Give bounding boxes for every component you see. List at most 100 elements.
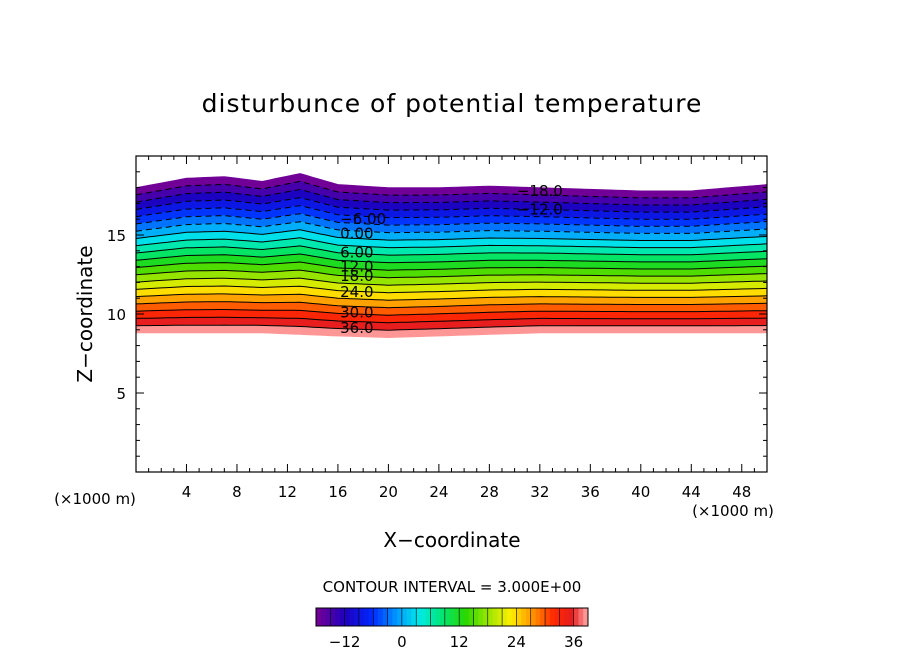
colorbar-cell [444, 608, 451, 626]
colorbar-cell [502, 608, 508, 626]
colorbar-cell [525, 608, 532, 626]
y-tick-label: 15 [107, 227, 126, 245]
colorbar-cell [568, 608, 575, 626]
x-unit-right: (×1000 m) [692, 502, 774, 520]
contour-line--6 [136, 213, 767, 227]
colorbar-cell [335, 608, 341, 626]
colorbar-cell [363, 608, 369, 626]
contour-line--3 [136, 221, 767, 234]
colorbar-cell [549, 608, 555, 626]
contour-label: 18.0 [340, 267, 373, 285]
x-tick-label: 28 [480, 483, 499, 501]
colorbar-cell [459, 608, 465, 626]
contour-line-18 [136, 277, 767, 286]
colorbar-cell [435, 608, 441, 626]
colorbar-cell [564, 608, 570, 626]
colorbar-cell [483, 608, 489, 626]
contour-line-15 [136, 269, 767, 279]
colorbar-cell [506, 608, 513, 626]
contour-label: 30.0 [340, 303, 373, 321]
contour-line-9 [136, 253, 767, 264]
colorbar-tick-label: −12 [329, 633, 361, 651]
colorbar-cell [325, 608, 331, 626]
colorbar-cell [354, 608, 360, 626]
colorbar-cell [339, 608, 346, 626]
contour-line-33 [136, 316, 767, 324]
colorbar-cell [487, 608, 493, 626]
colorbar-cell [545, 608, 551, 626]
colorbar-cell [554, 608, 560, 626]
contour-line--9 [136, 205, 767, 220]
x-tick-label: 44 [682, 483, 701, 501]
colorbar-tick-label: 36 [564, 633, 583, 651]
colorbar-cell [468, 608, 474, 626]
x-tick-label: 36 [581, 483, 600, 501]
colorbar-cell [397, 608, 403, 626]
contour-line-12 [136, 261, 767, 271]
x-tick-label: 24 [429, 483, 448, 501]
x-tick-label: 20 [379, 483, 398, 501]
colorbar-cell [530, 608, 536, 626]
colorbar-tick-label: 12 [450, 633, 469, 651]
colorbar-cell [449, 608, 455, 626]
colorbar-cell [416, 608, 422, 626]
contour-line-0 [136, 229, 767, 241]
colorbar-cell [387, 608, 393, 626]
contour-interval-text: CONTOUR INTERVAL = 3.000E+00 [323, 578, 582, 596]
colorbar-cell [463, 608, 470, 626]
colorbar-cell [583, 608, 589, 626]
contour-label: 0.00 [340, 224, 373, 242]
colorbar-cell [440, 608, 446, 626]
y-axis-label: Z−coordinate [73, 245, 97, 382]
colorbar-frame [315, 607, 589, 627]
contour-line-36 [136, 324, 767, 331]
colorbar-cell [497, 608, 503, 626]
colorbar-cell [344, 608, 350, 626]
colorbar-cell [358, 608, 365, 626]
contour-line--12 [136, 197, 767, 213]
y-tick-label: 10 [107, 306, 126, 324]
x-tick-label: 16 [328, 483, 347, 501]
colorbar-cell [559, 608, 565, 626]
colorbar-ticks: −12 0 12 24 36 [329, 633, 583, 651]
colorbar-cell [511, 608, 517, 626]
colorbar-cell [573, 608, 579, 626]
contour-line-24 [136, 293, 767, 301]
colorbar-cell [425, 608, 431, 626]
contour-label: −12.0 [517, 201, 563, 219]
colorbar-cell [373, 608, 379, 626]
y-tick-label: 5 [116, 385, 126, 403]
colorbar-cell [320, 608, 326, 626]
colorbar-cell [578, 608, 584, 626]
colorbar-cell [454, 608, 460, 626]
x-tick-label: 12 [278, 483, 297, 501]
colorbar-cell [430, 608, 436, 626]
colorbar [316, 608, 589, 626]
colorbar-cell [535, 608, 541, 626]
x-tick-label: 32 [530, 483, 549, 501]
colorbar-cell [420, 608, 427, 626]
contour-label: −18.0 [517, 182, 563, 200]
colorbar-cell [406, 608, 412, 626]
contour-line-21 [136, 285, 767, 294]
contour-label: 24.0 [340, 283, 373, 301]
colorbar-tick-label: 24 [507, 633, 526, 651]
contour-label: 12.0 [340, 258, 373, 276]
contour-line-6 [136, 245, 767, 256]
x-tick-label: 48 [732, 483, 751, 501]
contour-line-3 [136, 237, 767, 249]
colorbar-cell [492, 608, 498, 626]
colorbar-cell [330, 608, 336, 626]
contour-line-27 [136, 301, 767, 309]
contour-label: −6.00 [340, 210, 386, 228]
contour-label: 6.00 [340, 243, 373, 261]
colorbar-cell [473, 608, 479, 626]
colorbar-tick-label: 0 [397, 633, 407, 651]
colorbar-cell [478, 608, 484, 626]
colorbar-cell [349, 608, 355, 626]
contour-line-30 [136, 309, 767, 316]
colorbar-cell [411, 608, 417, 626]
x-tick-label: 40 [631, 483, 650, 501]
